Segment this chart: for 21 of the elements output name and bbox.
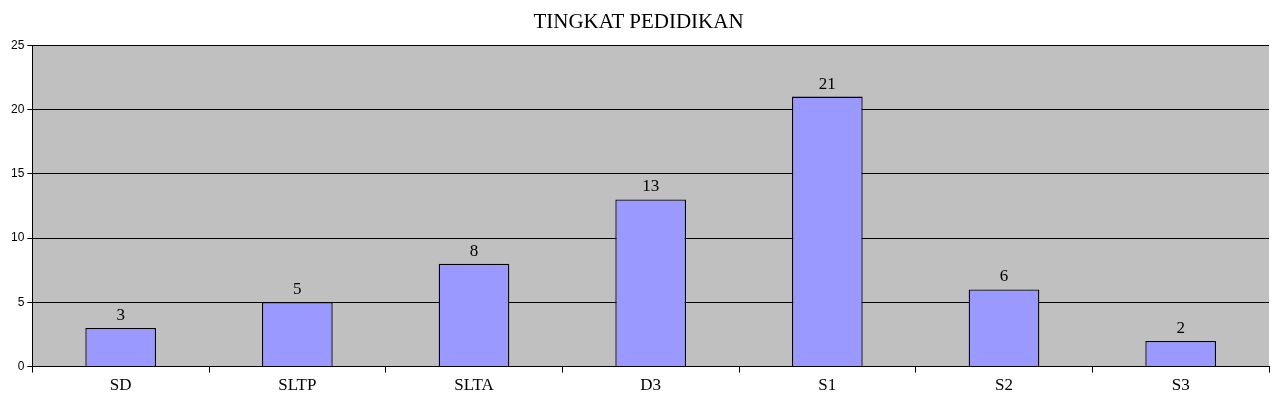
chart-title: TINGKAT PEDIDIKAN [533, 9, 744, 34]
data-label: 8 [469, 240, 479, 260]
data-label: 13 [642, 176, 660, 196]
x-tick-label: S1 [818, 375, 837, 395]
x-tick-label: S2 [995, 375, 1013, 395]
x-tick-label: S3 [1171, 375, 1190, 395]
data-label: 2 [1176, 317, 1185, 337]
y-tick-label: 0 [17, 358, 25, 373]
x-tick-label: SD [109, 375, 132, 395]
data-label: 5 [293, 279, 302, 299]
y-tick-label: 5 [17, 294, 25, 309]
x-tick-label: SLTP [278, 375, 317, 395]
y-tick-label: 10 [10, 230, 25, 245]
data-label: 21 [818, 73, 836, 93]
data-label: 3 [116, 305, 125, 324]
y-tick-label: 20 [10, 101, 25, 116]
data-label: 6 [999, 266, 1009, 286]
y-tick-label: 25 [10, 37, 25, 52]
x-tick-label: SLTA [454, 375, 495, 395]
y-tick-label: 15 [10, 166, 25, 181]
x-tick-label: D3 [640, 375, 662, 395]
